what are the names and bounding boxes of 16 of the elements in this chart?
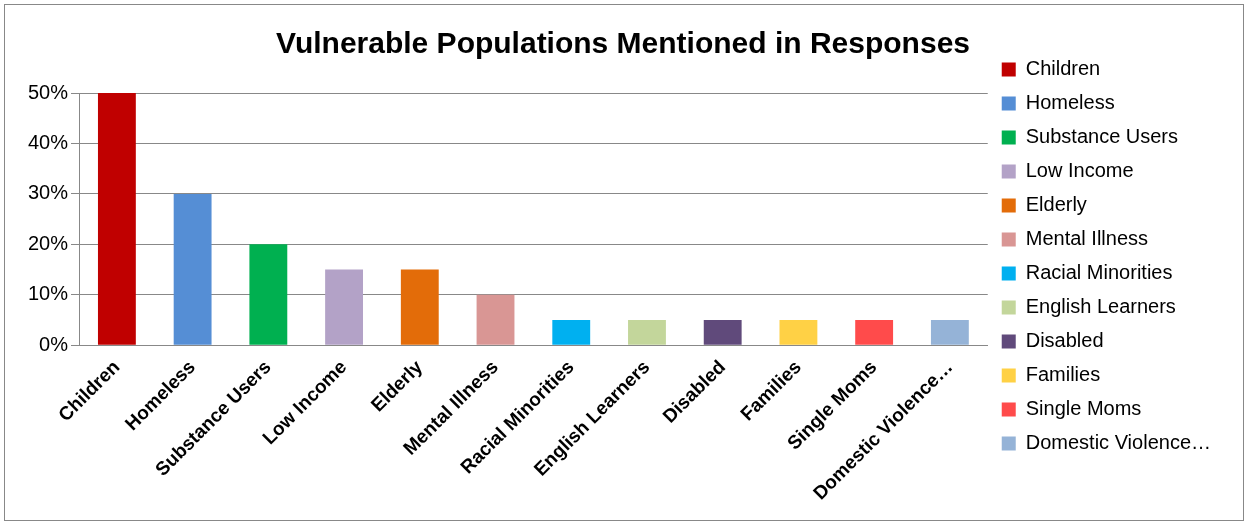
legend-label: Substance Users xyxy=(1025,125,1179,148)
legend-label: Disabled xyxy=(1025,329,1104,352)
legend-label: Racial Minorities xyxy=(1025,261,1173,284)
y-tick-label: 10% xyxy=(28,282,69,305)
y-tick-label: 50% xyxy=(28,80,69,103)
y-tick-label: 20% xyxy=(28,231,69,254)
legend-label: English Learners xyxy=(1025,295,1176,318)
y-tick-label: 0% xyxy=(39,332,69,355)
y-tick-label: 30% xyxy=(28,181,69,204)
legend-label: Low Income xyxy=(1025,159,1134,182)
legend-label: Homeless xyxy=(1025,91,1115,114)
legend-label: Mental Illness xyxy=(1025,227,1149,250)
legend-label: Children xyxy=(1025,57,1101,80)
chart-title: Vulnerable Populations Mentioned in Responses xyxy=(276,26,970,60)
y-tick-label: 40% xyxy=(28,130,69,153)
legend-label: Elderly xyxy=(1025,193,1087,216)
